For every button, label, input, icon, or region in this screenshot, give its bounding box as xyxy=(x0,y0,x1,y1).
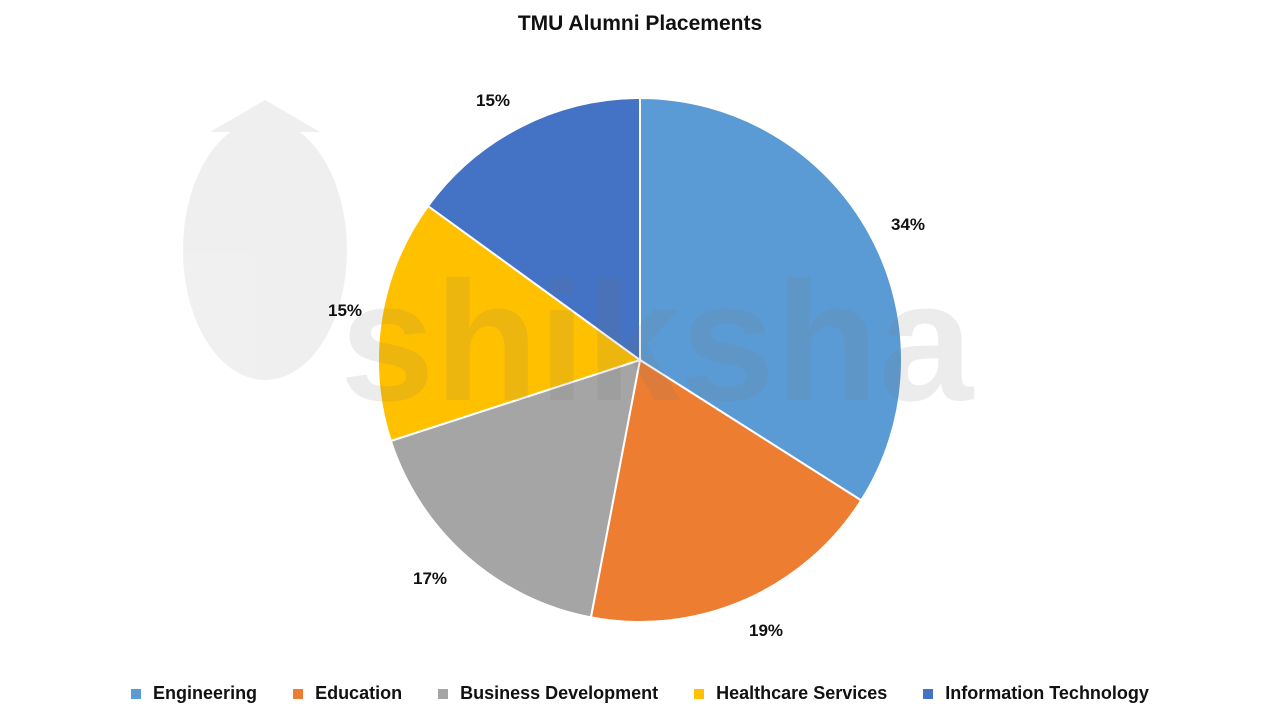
pie-slice-engineering[interactable] xyxy=(639,96,903,502)
graduation-cap-icon xyxy=(210,100,320,132)
legend-item-education[interactable]: Education xyxy=(293,683,402,704)
pie-slice-information-technology[interactable] xyxy=(426,96,641,362)
data-label-information-technology: 15% xyxy=(475,91,511,110)
legend-item-information-technology[interactable]: Information Technology xyxy=(923,683,1149,704)
legend-label: Healthcare Services xyxy=(716,683,888,703)
legend-label: Information Technology xyxy=(945,683,1149,703)
data-label-healthcare-services: 15% xyxy=(327,301,363,320)
svg-text:shiksha: shiksha xyxy=(340,247,975,437)
pie-slice-business-development[interactable] xyxy=(389,358,642,619)
legend-swatch-icon xyxy=(923,688,934,699)
legend-swatch-icon xyxy=(694,688,705,699)
legend-label: Education xyxy=(315,683,403,703)
legend-label: Business Development xyxy=(460,683,659,703)
data-label-engineering: 34% xyxy=(890,215,926,234)
legend-item-business-development[interactable]: Business Development xyxy=(438,683,658,704)
pie-slice-healthcare-services[interactable] xyxy=(377,204,643,443)
legend-swatch-icon xyxy=(131,688,142,699)
legend-swatch-icon xyxy=(438,688,449,699)
data-label-business-development: 17% xyxy=(412,569,448,588)
legend-swatch-icon xyxy=(293,688,304,699)
legend-label: Engineering xyxy=(153,683,258,703)
legend-item-engineering[interactable]: Engineering xyxy=(131,683,257,704)
watermark: shiksha xyxy=(183,100,975,437)
data-label-education: 19% xyxy=(748,621,784,640)
legend: Engineering Education Business Developme… xyxy=(0,683,1280,704)
pie-slices xyxy=(377,96,903,623)
pie-slice-education[interactable] xyxy=(589,358,863,623)
chart-title: TMU Alumni Placements xyxy=(517,12,763,35)
legend-item-healthcare-services[interactable]: Healthcare Services xyxy=(694,683,887,704)
